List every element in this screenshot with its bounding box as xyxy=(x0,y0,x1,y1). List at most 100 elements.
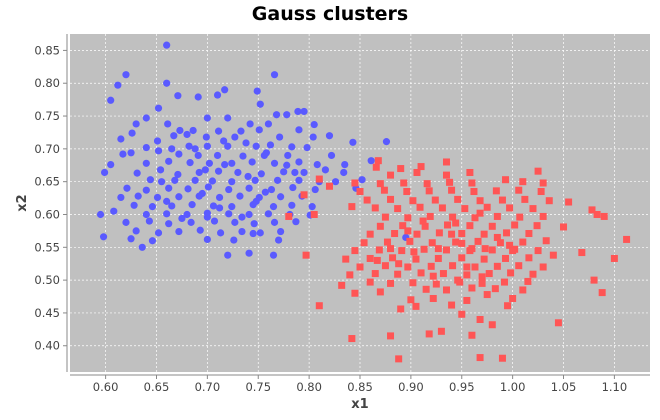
circle-point xyxy=(327,151,336,160)
square-point xyxy=(366,254,374,262)
circle-point xyxy=(300,168,308,177)
square-point xyxy=(381,213,389,221)
circle-point xyxy=(184,185,192,193)
square-point xyxy=(610,254,618,262)
circle-point xyxy=(269,203,278,211)
square-point xyxy=(432,280,440,288)
square-point xyxy=(442,286,450,294)
x-tick-label: 0.70 xyxy=(195,380,221,394)
square-point xyxy=(300,191,308,199)
circle-point xyxy=(252,142,260,150)
x-tick-label: 0.65 xyxy=(144,380,170,394)
circle-point xyxy=(288,201,296,209)
square-point xyxy=(519,238,527,246)
circle-point xyxy=(165,220,173,228)
circle-point xyxy=(321,166,330,174)
square-point xyxy=(491,285,499,293)
square-point xyxy=(468,179,476,187)
square-point xyxy=(539,263,547,271)
square-point xyxy=(413,230,421,238)
square-point xyxy=(351,289,359,297)
circle-point xyxy=(262,149,270,157)
square-point xyxy=(397,305,405,313)
circle-point xyxy=(367,157,375,165)
circle-point xyxy=(187,218,195,226)
circle-point xyxy=(267,185,276,194)
circle-point xyxy=(198,189,206,198)
square-point xyxy=(387,332,395,340)
circle-point xyxy=(203,142,211,150)
circle-point xyxy=(188,201,196,209)
circle-point xyxy=(123,184,131,192)
circle-point xyxy=(249,229,257,238)
circle-point xyxy=(107,96,115,104)
circle-point xyxy=(202,133,210,141)
x-tick-label: 0.90 xyxy=(398,380,424,394)
square-point xyxy=(375,246,383,254)
circle-point xyxy=(270,159,279,167)
square-point xyxy=(493,233,501,241)
square-point xyxy=(446,178,454,186)
circle-point xyxy=(283,161,291,169)
square-point xyxy=(524,277,532,285)
square-point xyxy=(437,327,445,335)
square-point xyxy=(442,158,450,166)
square-point xyxy=(502,176,510,184)
square-point xyxy=(404,214,412,222)
square-point xyxy=(529,205,537,213)
circle-point xyxy=(295,126,303,134)
square-point xyxy=(406,237,414,245)
circle-point xyxy=(291,168,299,177)
square-point xyxy=(409,197,417,205)
square-point xyxy=(468,331,476,339)
circle-point xyxy=(225,210,233,218)
square-point xyxy=(458,310,466,318)
circle-point xyxy=(228,178,236,186)
circle-point xyxy=(203,213,211,221)
square-point xyxy=(356,188,364,196)
square-point xyxy=(376,180,384,188)
circle-point xyxy=(358,176,366,184)
square-point xyxy=(461,205,469,213)
circle-point xyxy=(99,233,108,241)
circle-point xyxy=(236,192,244,200)
circle-point xyxy=(231,133,239,141)
x-tick-label: 0.95 xyxy=(449,380,475,394)
y-tick-label: 0.55 xyxy=(34,240,60,254)
circle-point xyxy=(128,129,136,137)
circle-point xyxy=(175,227,183,236)
circle-point xyxy=(253,87,261,95)
circle-point xyxy=(294,107,302,116)
circle-point xyxy=(292,218,300,226)
circle-point xyxy=(303,143,311,152)
circle-point xyxy=(165,184,173,192)
circle-point xyxy=(175,193,183,201)
circle-point xyxy=(341,161,349,169)
square-point xyxy=(449,262,457,270)
circle-point xyxy=(251,176,259,184)
x-tick-label: 0.75 xyxy=(245,380,271,394)
square-point xyxy=(431,196,439,204)
square-point xyxy=(507,269,515,277)
square-point xyxy=(539,212,547,220)
circle-point xyxy=(183,130,191,139)
circle-point xyxy=(146,176,154,184)
circle-point xyxy=(138,243,146,251)
square-point xyxy=(374,157,382,165)
circle-point xyxy=(246,120,254,128)
circle-point xyxy=(189,126,197,135)
x-tick-label: 1.10 xyxy=(602,380,628,394)
square-point xyxy=(371,270,379,278)
square-point xyxy=(420,245,428,253)
circle-point xyxy=(221,161,229,169)
circle-point xyxy=(231,218,239,226)
circle-point xyxy=(163,210,171,218)
circle-point xyxy=(250,220,258,228)
circle-point xyxy=(340,168,348,177)
circle-point xyxy=(142,159,150,167)
square-point xyxy=(476,315,484,323)
square-point xyxy=(454,195,462,203)
circle-point xyxy=(215,204,224,212)
circle-point xyxy=(255,126,263,134)
square-point xyxy=(598,289,606,297)
